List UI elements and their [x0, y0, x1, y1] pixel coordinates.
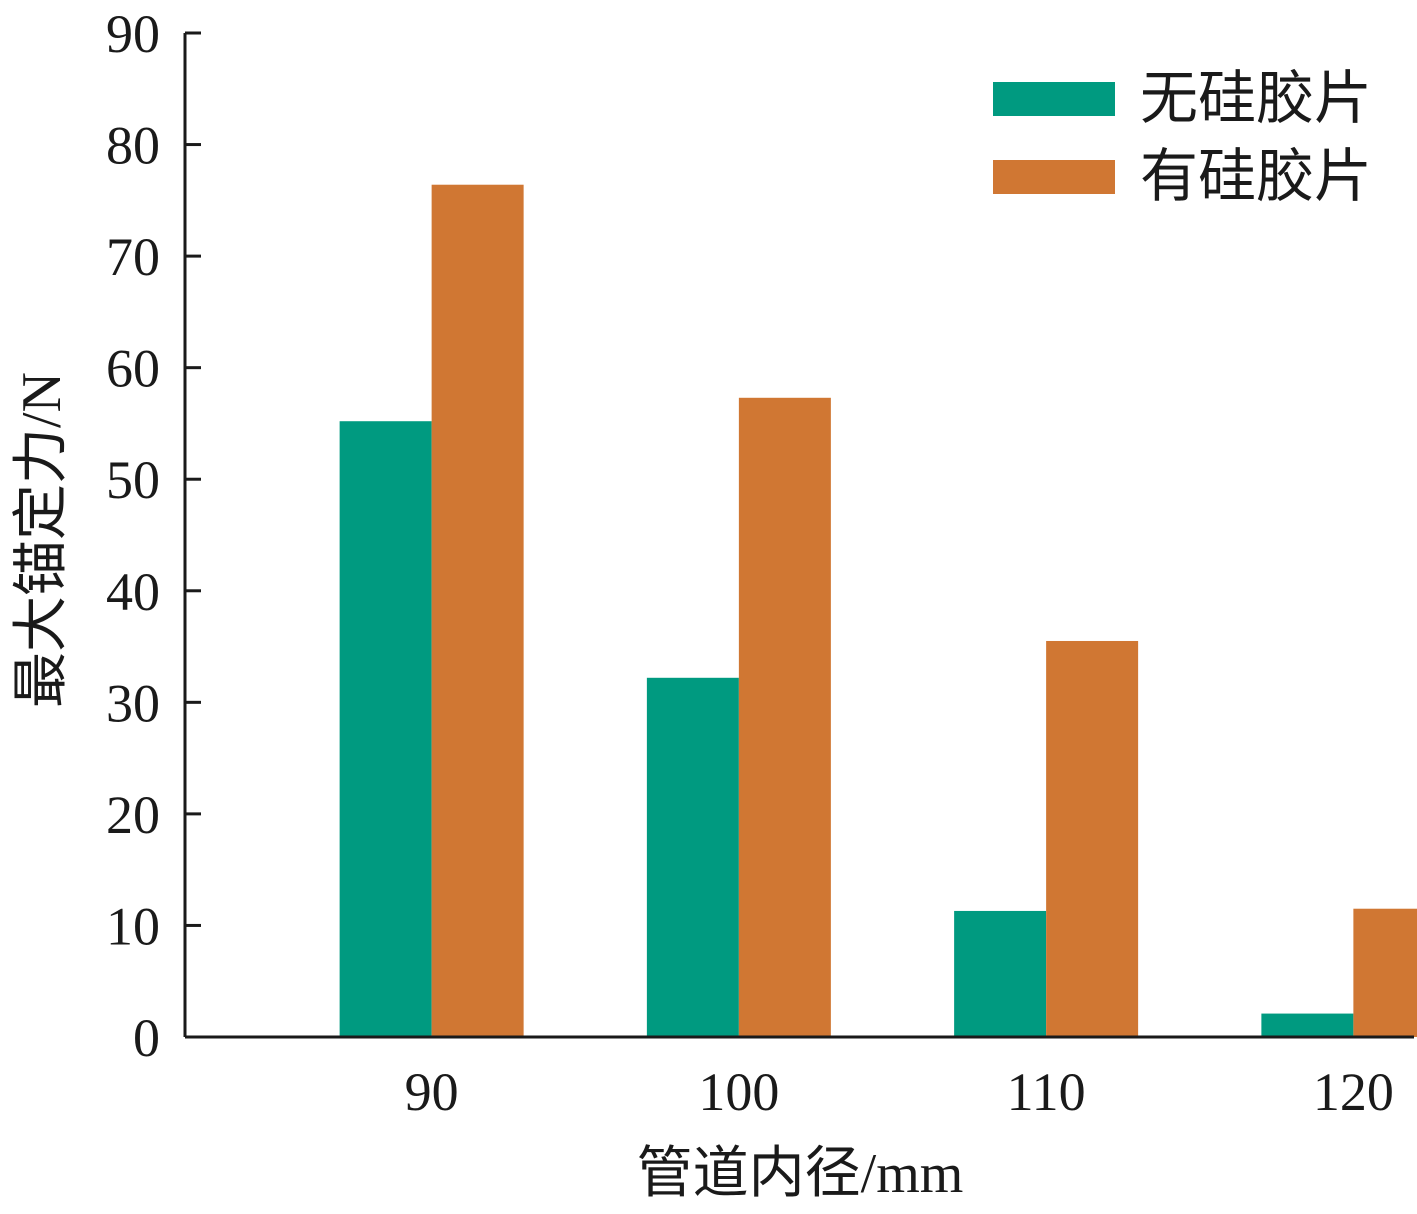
bar-no-silicone-90	[339, 421, 432, 1037]
bar-with-silicone-90	[431, 184, 524, 1037]
bar-with-silicone-120	[1353, 908, 1417, 1037]
x-ticks-layer: 90 100 110 120	[405, 1062, 1394, 1122]
x-tick-label: 120	[1313, 1062, 1394, 1122]
y-axis-title: 最大锚定力/N	[11, 372, 73, 708]
y-tick-label: 20	[106, 785, 160, 845]
y-tick-label: 90	[106, 4, 160, 64]
legend-label-with-silicone: 有硅胶片	[1140, 144, 1372, 209]
y-tick-label: 30	[106, 673, 160, 733]
y-tick-label: 10	[106, 896, 160, 956]
bar-no-silicone-100	[646, 677, 739, 1037]
y-tick-label: 60	[106, 339, 160, 399]
legend-swatch-no-silicone	[993, 82, 1115, 116]
legend-label-no-silicone: 无硅胶片	[1140, 66, 1372, 131]
x-axis-title: 管道内径/mm	[637, 1143, 964, 1205]
x-tick-label: 90	[405, 1062, 459, 1122]
bar-with-silicone-110	[1046, 640, 1139, 1037]
bar-no-silicone-120	[1261, 1013, 1354, 1037]
y-tick-label: 50	[106, 450, 160, 510]
y-tick-label: 40	[106, 562, 160, 622]
axes-layer	[183, 33, 1414, 1039]
x-tick-label: 100	[698, 1062, 779, 1122]
bar-with-silicone-100	[738, 397, 831, 1038]
y-tick-label: 0	[133, 1008, 160, 1068]
y-tick-label: 70	[106, 227, 160, 287]
legend-swatch-with-silicone	[993, 160, 1115, 194]
bars-layer	[339, 184, 1417, 1038]
y-ticks-layer: 0 10 20 30 40 50 60 70 80 90	[106, 4, 201, 1068]
x-tick-label: 110	[1007, 1062, 1086, 1122]
bar-no-silicone-110	[954, 910, 1047, 1037]
y-tick-label: 80	[106, 116, 160, 176]
